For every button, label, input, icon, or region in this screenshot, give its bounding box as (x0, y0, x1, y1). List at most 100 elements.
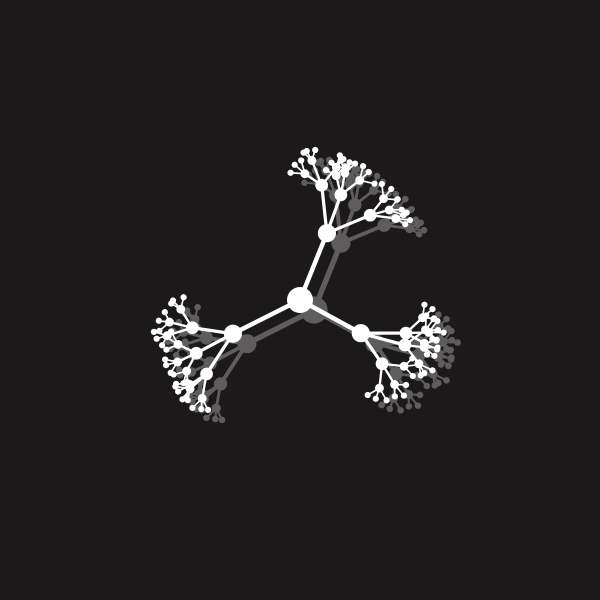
node (376, 357, 389, 370)
node (391, 214, 400, 223)
node (163, 331, 172, 340)
node (443, 316, 450, 323)
node (312, 147, 318, 153)
node (205, 407, 211, 413)
node (404, 210, 410, 216)
diagram-svg (0, 0, 600, 600)
node (392, 393, 398, 399)
node (173, 358, 182, 367)
node (421, 325, 430, 334)
node (438, 361, 445, 368)
node (415, 362, 421, 368)
node (415, 402, 422, 409)
node (156, 328, 162, 334)
node (424, 383, 431, 390)
node (400, 327, 413, 340)
node (445, 363, 452, 370)
node (373, 396, 379, 402)
node (323, 167, 329, 173)
node (190, 347, 203, 360)
node (449, 337, 456, 344)
node (186, 321, 199, 334)
node (212, 416, 219, 423)
node (292, 162, 298, 168)
node (429, 336, 435, 342)
node (403, 382, 409, 388)
node (180, 294, 186, 300)
node (307, 156, 316, 165)
node (379, 194, 388, 203)
node (301, 179, 308, 186)
node (388, 186, 394, 192)
node (406, 403, 413, 410)
node (170, 297, 176, 303)
node (379, 181, 385, 187)
node (365, 392, 371, 398)
node (420, 343, 429, 352)
node (176, 305, 185, 314)
node (423, 312, 429, 318)
node (214, 377, 227, 390)
node (402, 196, 409, 203)
node (429, 367, 435, 373)
node (219, 417, 226, 424)
node (429, 306, 435, 312)
node (189, 405, 195, 411)
node (435, 327, 441, 333)
node (200, 331, 213, 344)
node (416, 231, 423, 238)
node (162, 356, 168, 362)
node (398, 339, 411, 352)
node (198, 394, 207, 403)
node (387, 406, 394, 413)
node (334, 189, 347, 202)
node (182, 367, 191, 376)
node (402, 221, 408, 227)
node (348, 198, 361, 211)
node (443, 377, 450, 384)
node (328, 160, 334, 166)
node (315, 179, 328, 192)
node (369, 186, 378, 195)
node (448, 354, 455, 361)
node (374, 173, 381, 180)
node (352, 160, 358, 166)
node (371, 181, 377, 187)
node (360, 163, 366, 169)
node (173, 381, 179, 387)
node (400, 362, 409, 371)
node (378, 402, 385, 409)
node (434, 344, 440, 350)
node (440, 329, 446, 335)
node (318, 224, 336, 242)
node (410, 373, 416, 379)
node (180, 380, 186, 386)
node (346, 159, 352, 165)
node (203, 415, 210, 422)
node (401, 392, 407, 398)
node (417, 392, 424, 399)
node (454, 339, 461, 346)
node (366, 169, 372, 175)
node (287, 170, 293, 176)
node (168, 370, 174, 376)
molecule-diagram (0, 0, 600, 600)
node (443, 346, 450, 353)
node (300, 169, 309, 178)
node (154, 336, 160, 342)
node (162, 309, 168, 315)
node (364, 209, 377, 222)
node (159, 342, 165, 348)
node (183, 395, 189, 401)
node (355, 176, 364, 185)
node (200, 368, 213, 381)
node (151, 329, 157, 335)
node (304, 148, 310, 154)
node (421, 302, 427, 308)
node (424, 351, 430, 357)
node (352, 167, 359, 174)
node (418, 372, 424, 378)
node (340, 169, 349, 178)
node (432, 382, 439, 389)
node (317, 158, 324, 165)
